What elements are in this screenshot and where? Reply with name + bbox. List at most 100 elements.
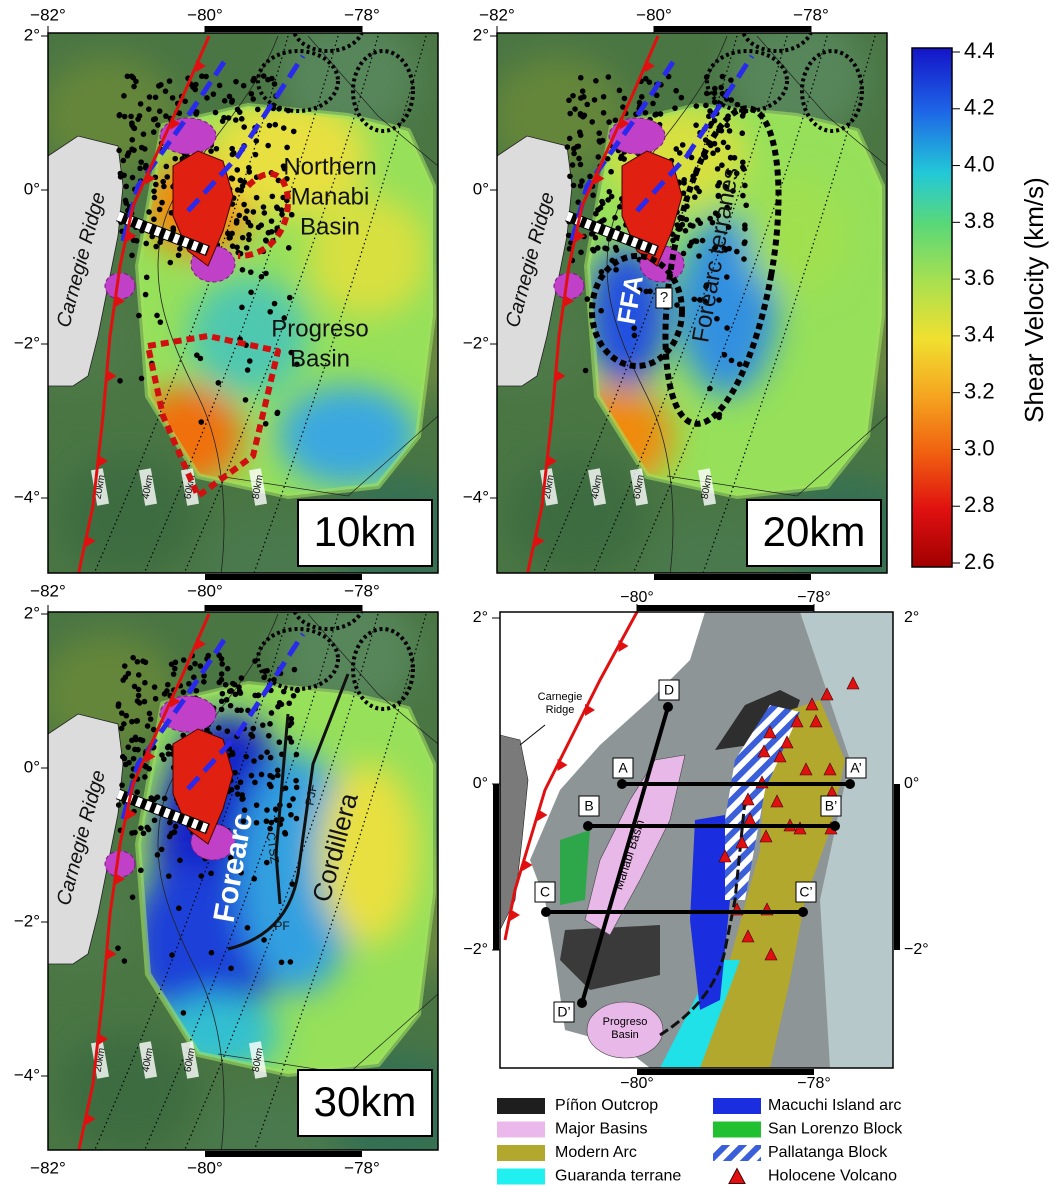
earthquake	[158, 846, 165, 853]
earthquake	[286, 294, 293, 301]
earthquake	[268, 710, 275, 716]
section-label-box	[612, 757, 634, 779]
earthquake	[121, 93, 127, 99]
earthquake	[727, 154, 734, 161]
earthquake	[636, 287, 643, 293]
earthquake	[161, 691, 168, 697]
section-label-box	[578, 795, 600, 817]
trench-tooth	[555, 370, 566, 382]
section-label: D	[664, 682, 674, 698]
earthquake	[131, 83, 137, 90]
earthquake	[186, 680, 192, 687]
rupture-outline	[256, 627, 340, 691]
trench-tooth	[115, 873, 125, 885]
earthquake	[572, 106, 578, 112]
earthquake	[647, 288, 653, 295]
lon-tick-label: −82°	[30, 5, 66, 24]
earthquake	[121, 958, 128, 964]
earthquake	[594, 245, 601, 251]
earthquake	[229, 145, 235, 152]
earthquake	[208, 949, 215, 956]
earthquake	[722, 184, 729, 190]
earthquake	[240, 818, 247, 825]
earthquake	[150, 726, 157, 733]
earthquake	[117, 378, 123, 384]
earthquake	[197, 663, 204, 669]
earthquake	[168, 661, 175, 668]
earthquake	[120, 157, 127, 164]
resolved-edge	[135, 103, 436, 499]
rupture-outline	[186, 632, 306, 791]
earthquake	[577, 112, 584, 118]
earthquake	[579, 88, 586, 95]
earthquake	[134, 718, 141, 724]
earthquake	[118, 725, 125, 732]
map-label: Northern	[283, 153, 376, 180]
earthquake	[567, 173, 573, 180]
earthquake	[592, 234, 599, 241]
earthquake	[566, 135, 573, 142]
earthquake	[164, 681, 171, 688]
earthquake	[151, 194, 158, 201]
earthquake	[616, 87, 623, 94]
earthquake	[264, 807, 270, 813]
earthquake	[693, 103, 700, 109]
earthquake	[141, 698, 148, 705]
earthquake	[612, 214, 618, 221]
earthquake	[238, 675, 245, 681]
velocity-anomaly	[308, 196, 428, 316]
earthquake	[146, 209, 152, 215]
coastline	[157, 35, 279, 573]
earthquake	[138, 159, 144, 165]
earthquake	[268, 218, 275, 224]
earthquake	[631, 332, 638, 339]
earthquake	[267, 721, 273, 727]
ridge-projection	[116, 211, 210, 256]
earthquake	[282, 785, 289, 791]
earthquake	[159, 199, 165, 206]
legend-swatch	[497, 1145, 545, 1161]
earthquake	[598, 307, 604, 314]
earthquake	[236, 212, 243, 219]
lon-tick-label: −80°	[636, 5, 672, 24]
earthquake	[702, 137, 709, 143]
earthquake	[288, 739, 295, 745]
lat-tick-label: 2°	[904, 609, 919, 626]
volcano	[809, 714, 823, 728]
earthquake	[232, 769, 238, 776]
earthquake	[134, 789, 141, 795]
cross-section	[580, 706, 670, 1004]
earthquake	[116, 112, 123, 118]
earthquake	[591, 247, 597, 254]
earthquake	[140, 131, 147, 137]
earthquake	[131, 683, 138, 690]
earthquake	[153, 181, 159, 188]
earthquake	[250, 725, 257, 732]
trench-tooth	[126, 808, 137, 820]
earthquake	[577, 183, 584, 189]
earthquake	[225, 115, 232, 121]
earthquake	[264, 749, 270, 755]
earthquake	[226, 93, 233, 100]
earthquake	[138, 825, 144, 831]
trench-tooth	[510, 909, 520, 921]
rupture-zone	[172, 150, 234, 267]
earthquake	[284, 144, 290, 151]
earthquake	[263, 270, 269, 277]
earthquake	[260, 722, 266, 728]
trench-tooth	[196, 60, 206, 72]
earthquake	[133, 78, 139, 85]
earthquake	[679, 142, 686, 148]
earthquake	[739, 130, 746, 137]
highlands	[800, 612, 893, 1068]
earthquake	[229, 243, 236, 249]
lon-tick-label: −78°	[344, 1158, 380, 1177]
depth-contour	[143, 35, 339, 573]
earthquake	[696, 253, 702, 259]
earthquake	[151, 216, 157, 223]
volcano	[735, 835, 749, 849]
earthquake	[714, 147, 721, 153]
san-lorenzo	[560, 830, 590, 905]
depth-box	[746, 499, 882, 567]
